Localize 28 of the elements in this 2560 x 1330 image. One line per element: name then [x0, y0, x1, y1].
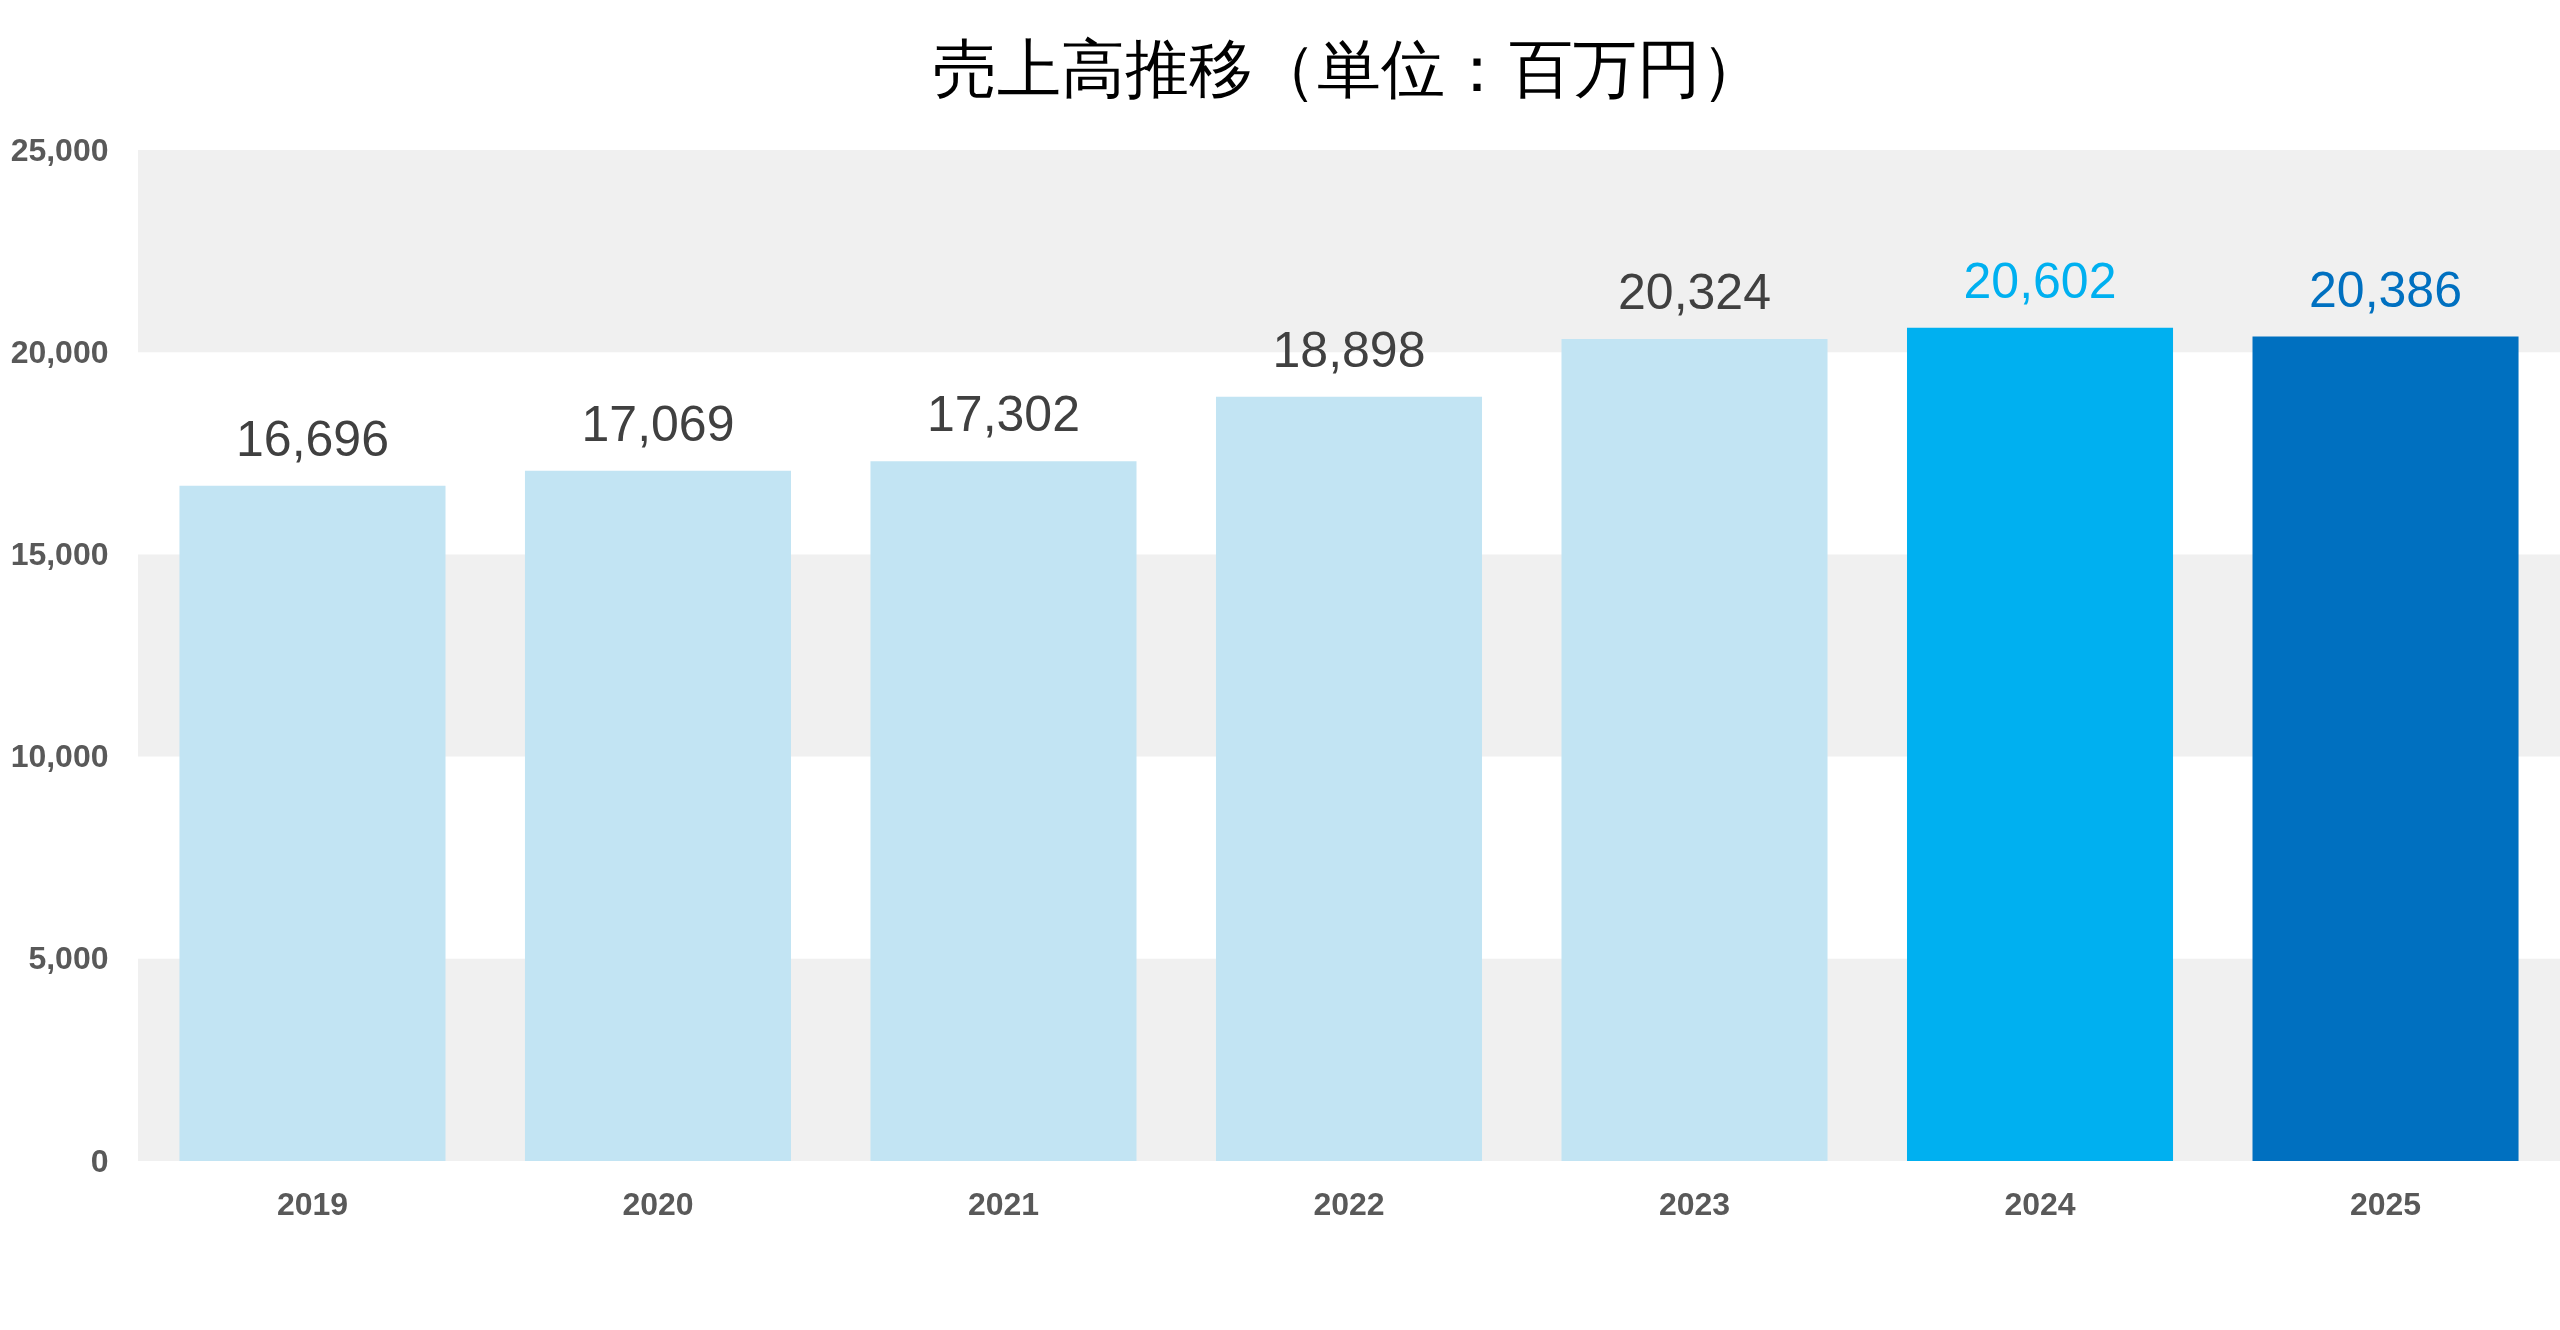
- bar: [1906, 327, 2174, 1161]
- x-tick-label: 2019: [276, 1185, 349, 1222]
- bar: [179, 485, 446, 1161]
- data-label: 20,602: [1963, 252, 2117, 309]
- chart-title: 売上高推移（単位：百万円）: [933, 34, 1765, 105]
- data-label: 18,898: [1272, 321, 1426, 378]
- x-tick-label: 2023: [1658, 1185, 1731, 1222]
- x-tick-label: 2024: [2004, 1185, 2076, 1222]
- y-tick-label: 10,000: [10, 738, 109, 775]
- bar: [1561, 339, 1828, 1161]
- bar: [870, 461, 1137, 1161]
- bar: [1215, 396, 1483, 1161]
- bar: [524, 470, 792, 1161]
- data-label: 20,324: [1618, 264, 1771, 321]
- y-tick-label: 5,000: [28, 940, 109, 977]
- y-tick-label: 25,000: [10, 131, 109, 168]
- x-tick-label: 2022: [1313, 1185, 1385, 1222]
- bar: [2252, 336, 2519, 1161]
- data-label: 17,302: [927, 386, 1080, 443]
- x-tick-label: 2020: [622, 1185, 694, 1222]
- x-tick-label: 2025: [2349, 1185, 2422, 1222]
- data-label: 20,386: [2309, 261, 2462, 318]
- y-tick-label: 20,000: [10, 333, 109, 370]
- data-label: 16,696: [236, 410, 389, 467]
- y-tick-label: 0: [90, 1142, 109, 1179]
- x-tick-label: 2021: [967, 1185, 1040, 1222]
- data-label: 17,069: [581, 395, 735, 452]
- y-tick-label: 15,000: [10, 535, 109, 572]
